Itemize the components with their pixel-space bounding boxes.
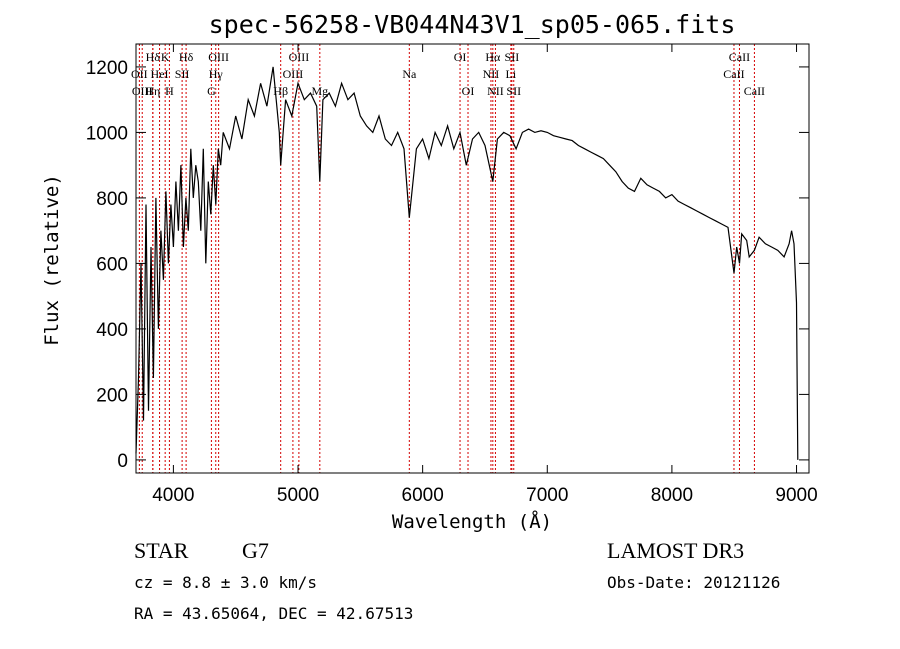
survey-name: LAMOST DR3	[607, 538, 744, 563]
x-tick-label-4: 8000	[651, 485, 693, 506]
y-tick-label-6: 1200	[86, 58, 128, 79]
y-tick-label-2: 400	[96, 320, 128, 341]
line-label-8: SII	[175, 67, 190, 81]
y-tick-label-1: 200	[96, 385, 128, 406]
line-label-12: OIII	[289, 50, 310, 64]
line-label-2: OIII	[132, 84, 153, 98]
line-label-25: CaII	[729, 50, 750, 64]
y-tick-label-4: 800	[96, 189, 128, 210]
line-label-16: Na	[402, 67, 417, 81]
line-label-3: Hη	[145, 84, 160, 98]
x-axis-ticks: 4000 5000 6000 7000 8000 9000	[152, 44, 818, 506]
x-tick-label-0: 4000	[152, 485, 194, 506]
line-label-22: SII	[505, 50, 520, 64]
y-tick-label-5: 1000	[86, 123, 128, 144]
line-label-11: G	[207, 84, 216, 98]
object-subclass: G7	[242, 538, 269, 563]
line-label-24: SII	[506, 84, 521, 98]
y-tick-label-3: 600	[96, 254, 128, 275]
line-label-27: CaII	[744, 84, 765, 98]
line-label-1: OII	[131, 67, 148, 81]
x-tick-label-5: 9000	[775, 485, 817, 506]
line-label-7: Hδ	[179, 50, 194, 64]
line-label-18: OI	[462, 84, 475, 98]
x-tick-label-2: 6000	[402, 485, 444, 506]
y-axis-label: Flux (relative)	[41, 174, 63, 346]
line-label-23: Li	[506, 67, 517, 81]
plot-frame	[135, 43, 810, 474]
line-label-19: Hα	[485, 50, 501, 64]
line-label-5: HeI	[151, 67, 169, 81]
line-label-6: H	[165, 84, 174, 98]
line-label-10: Hγ	[209, 67, 224, 81]
line-label-14: Hβ	[273, 84, 288, 98]
x-axis-label: Wavelength (Å)	[392, 510, 552, 533]
line-label-17: OI	[454, 50, 467, 64]
obs-date-text: Obs-Date: 20121126	[607, 573, 780, 592]
line-label-21: NII	[487, 84, 504, 98]
chart-title: spec-56258-VB044N43V1_sp05-065.fits	[209, 10, 736, 39]
spectral-line-markers	[138, 44, 755, 473]
x-tick-label-1: 5000	[277, 485, 319, 506]
line-label-26: CaII	[723, 67, 744, 81]
redshift-text: cz = 8.8 ± 3.0 km/s	[134, 573, 317, 592]
object-type: STAR	[134, 538, 189, 563]
y-tick-label-0: 0	[117, 451, 128, 472]
line-label-15: Mg	[311, 84, 328, 98]
spectrum-line	[135, 66, 799, 460]
x-tick-label-3: 7000	[526, 485, 568, 506]
line-label-0: Hδ	[146, 50, 161, 64]
line-label-20: NII	[483, 67, 500, 81]
line-label-13: OIII	[283, 67, 304, 81]
y-axis-ticks: 0 200 400 600 800 1000 1200	[86, 58, 809, 472]
coordinates-text: RA = 43.65064, DEC = 42.67513	[134, 604, 413, 623]
line-label-4: K	[161, 50, 170, 64]
line-label-9: OIII	[208, 50, 229, 64]
